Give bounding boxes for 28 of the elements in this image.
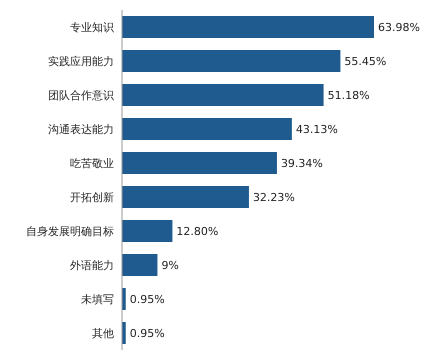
data-label: 39.34% (280, 156, 323, 170)
data-label: 0.95% (130, 292, 165, 306)
y-tick-label: 外语能力 (70, 258, 114, 272)
y-tick-label: 团队合作意识 (48, 88, 114, 102)
y-tick-label: 未填写 (81, 292, 114, 306)
y-tick-label: 开拓创新 (70, 190, 114, 204)
data-label: 63.98% (378, 20, 420, 34)
y-tick-label: 专业知识 (70, 20, 114, 34)
bar (122, 50, 340, 72)
data-label: 43.13% (296, 122, 338, 136)
y-tick-label: 吃苦敬业 (70, 156, 114, 170)
y-tick-label: 实践应用能力 (48, 54, 114, 68)
bar (122, 84, 324, 106)
data-label: 12.80% (176, 224, 218, 238)
data-label: 32.23% (252, 190, 295, 204)
bar (122, 16, 374, 38)
bar (122, 152, 277, 174)
data-label: 55.45% (344, 54, 386, 68)
bar (122, 254, 158, 276)
data-label: 9% (161, 258, 179, 272)
bar (122, 118, 292, 140)
bar (122, 186, 249, 208)
y-tick-label: 自身发展明确目标 (26, 224, 114, 238)
bar (122, 220, 172, 242)
data-label: 51.18% (328, 88, 370, 102)
y-tick-label: 其他 (92, 326, 114, 340)
data-label: 0.95% (130, 326, 165, 340)
y-tick-label: 沟通表达能力 (48, 122, 114, 136)
